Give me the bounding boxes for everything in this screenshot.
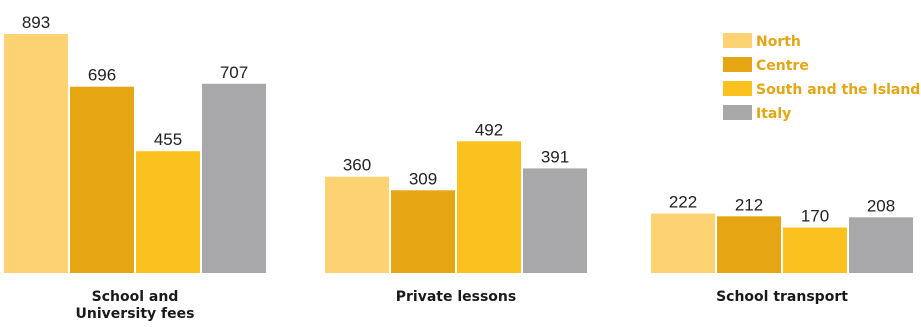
- bar-value-label: 170: [801, 207, 829, 226]
- value-labels-layer: 893 696 455 707 360 309 492 391 222 212 170 208: [22, 13, 895, 226]
- category-label: School transport: [716, 289, 848, 305]
- legend-label: Centre: [756, 58, 809, 74]
- legend: North Centre South and the Islands Italy: [723, 33, 921, 122]
- bar-value-label: 707: [220, 63, 248, 82]
- bar-value-label: 212: [735, 195, 763, 214]
- bars-layer: [4, 34, 913, 273]
- bar: [202, 83, 266, 273]
- bar-value-label: 893: [22, 13, 50, 32]
- bar-value-label: 455: [154, 130, 182, 149]
- bar: [457, 141, 521, 273]
- bar: [70, 86, 134, 273]
- bar: [523, 168, 587, 273]
- bar-value-label: 208: [867, 196, 895, 215]
- bar: [651, 213, 715, 273]
- legend-swatch: [723, 81, 752, 96]
- bar: [849, 217, 913, 273]
- bar-value-label: 222: [669, 193, 697, 212]
- bar-value-label: 309: [409, 169, 437, 188]
- bar: [717, 216, 781, 273]
- legend-label: South and the Islands: [756, 82, 921, 98]
- category-label: Private lessons: [396, 289, 516, 305]
- category-labels-layer: School and University fees Private lessons…: [76, 289, 849, 322]
- bar: [136, 151, 200, 273]
- bar: [325, 176, 389, 273]
- bar: [4, 34, 68, 273]
- bar-value-label: 360: [343, 156, 371, 175]
- legend-swatch: [723, 105, 752, 120]
- category-label: School and University fees: [76, 289, 195, 322]
- bar-value-label: 492: [475, 120, 503, 139]
- legend-swatch: [723, 57, 752, 72]
- bar-value-label: 696: [88, 66, 116, 85]
- legend-label: Italy: [756, 106, 791, 122]
- bar: [783, 227, 847, 273]
- bar-value-label: 391: [541, 147, 569, 166]
- legend-label: North: [756, 34, 801, 50]
- legend-swatch: [723, 33, 752, 48]
- bar: [391, 190, 455, 273]
